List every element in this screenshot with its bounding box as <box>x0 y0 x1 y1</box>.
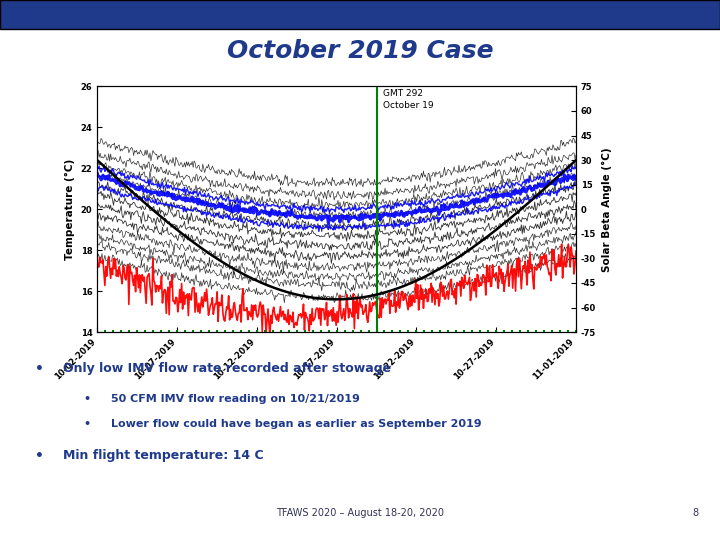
Point <box>539 327 550 335</box>
Point <box>267 327 279 335</box>
Point <box>307 327 318 335</box>
Point <box>418 327 430 335</box>
FancyBboxPatch shape <box>0 0 720 29</box>
Point <box>562 327 574 335</box>
Point <box>179 327 191 335</box>
Point <box>402 327 414 335</box>
Point <box>243 327 255 335</box>
Point <box>203 327 215 335</box>
Point <box>219 327 230 335</box>
Point <box>474 327 486 335</box>
Text: •: • <box>35 449 44 463</box>
Text: GMT 292: GMT 292 <box>383 89 423 98</box>
Point <box>426 327 438 335</box>
Text: TFAWS 2020 – August 18-20, 2020: TFAWS 2020 – August 18-20, 2020 <box>276 508 444 518</box>
Point <box>331 327 343 335</box>
Point <box>227 327 238 335</box>
Point <box>275 327 287 335</box>
Point <box>482 327 494 335</box>
Text: Min flight temperature: 14 C: Min flight temperature: 14 C <box>63 449 264 462</box>
Point <box>187 327 199 335</box>
Point <box>195 327 207 335</box>
Point <box>379 327 390 335</box>
Point <box>123 327 135 335</box>
Text: •: • <box>84 394 91 403</box>
Point <box>490 327 502 335</box>
Text: October 19: October 19 <box>383 101 433 110</box>
Point <box>514 327 526 335</box>
Text: October 2019 Case: October 2019 Case <box>227 38 493 63</box>
Text: •: • <box>35 362 44 376</box>
Text: •: • <box>84 420 91 429</box>
Text: Lower flow could have began as earlier as September 2019: Lower flow could have began as earlier a… <box>111 420 482 429</box>
Point <box>323 327 334 335</box>
Point <box>498 327 510 335</box>
Point <box>459 327 470 335</box>
Point <box>211 327 222 335</box>
Point <box>107 327 119 335</box>
Text: Only low IMV flow rate recorded after stowage: Only low IMV flow rate recorded after st… <box>63 362 391 375</box>
Point <box>546 327 558 335</box>
Point <box>531 327 542 335</box>
Point <box>371 327 382 335</box>
Point <box>355 327 366 335</box>
Point <box>163 327 175 335</box>
Y-axis label: Solar Beta Angle (°C): Solar Beta Angle (°C) <box>602 147 612 272</box>
Point <box>283 327 294 335</box>
Point <box>506 327 518 335</box>
Point <box>91 327 103 335</box>
Point <box>115 327 127 335</box>
Point <box>395 327 406 335</box>
Point <box>291 327 302 335</box>
Point <box>235 327 247 335</box>
Point <box>363 327 374 335</box>
Y-axis label: Temperature (°C): Temperature (°C) <box>65 159 75 260</box>
Point <box>410 327 422 335</box>
Point <box>451 327 462 335</box>
Point <box>299 327 310 335</box>
Point <box>435 327 446 335</box>
Point <box>347 327 359 335</box>
Point <box>443 327 454 335</box>
Point <box>339 327 351 335</box>
Point <box>171 327 183 335</box>
Point <box>251 327 263 335</box>
Point <box>140 327 151 335</box>
Text: 50 CFM IMV flow reading on 10/21/2019: 50 CFM IMV flow reading on 10/21/2019 <box>111 394 360 403</box>
Point <box>131 327 143 335</box>
Point <box>156 327 167 335</box>
Point <box>523 327 534 335</box>
Point <box>387 327 398 335</box>
Point <box>148 327 159 335</box>
Point <box>467 327 478 335</box>
Point <box>315 327 326 335</box>
Point <box>570 327 582 335</box>
Text: 8: 8 <box>692 508 698 518</box>
Point <box>554 327 566 335</box>
Point <box>259 327 271 335</box>
Point <box>99 327 111 335</box>
